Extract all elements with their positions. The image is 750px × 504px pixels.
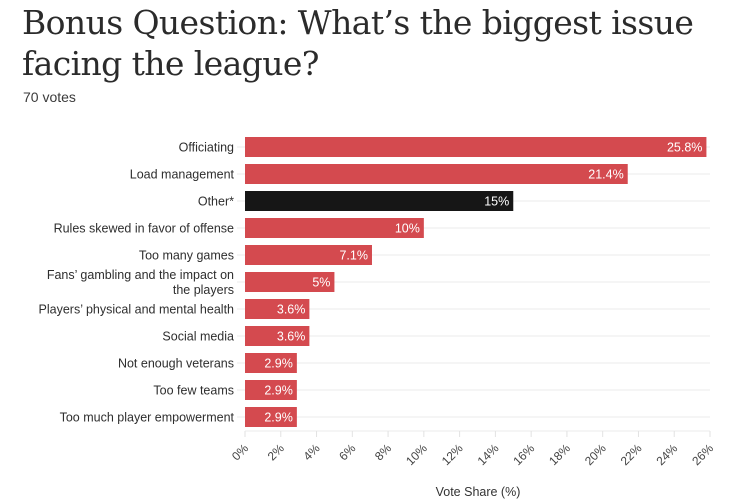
- value-label: 21.4%: [588, 168, 623, 182]
- category-label-line: the players: [173, 283, 234, 297]
- value-label: 3.6%: [277, 330, 306, 344]
- bar: [245, 299, 310, 319]
- category-label: Fans’ gambling and the impact on the play…: [47, 268, 234, 297]
- value-label: 10%: [395, 222, 420, 236]
- bar: [245, 218, 424, 238]
- value-label: 15%: [484, 195, 509, 209]
- x-tick-label: 6%: [336, 441, 358, 463]
- category-label: Too many games: [139, 249, 234, 263]
- category-label: Other*: [198, 195, 234, 209]
- value-label: 3.6%: [277, 303, 306, 317]
- x-axis: 0% 2% 4% 6% 8% 10% 12% 14% 16% 18% 20% 22% 24% 26%: [229, 430, 716, 468]
- category-label: Officiating: [179, 141, 234, 155]
- value-label: 2.9%: [264, 384, 293, 398]
- category-label-line: Not enough veterans: [118, 357, 234, 371]
- x-tick-label: 10%: [403, 441, 430, 468]
- x-tick-label: 2%: [265, 441, 287, 463]
- category-label: Rules skewed in favor of offense: [54, 222, 234, 236]
- x-tick-label: 26%: [689, 441, 716, 468]
- x-tick-label: 8%: [372, 441, 394, 463]
- x-tick-label: 20%: [582, 441, 609, 468]
- category-label: Not enough veterans: [118, 357, 234, 371]
- x-tick-label: 18%: [546, 441, 573, 468]
- bars: 25.8% 21.4% 15% 10% 7.1% 5% 3.6% 3.6% 2.9% 2.9% 2.…: [245, 137, 707, 427]
- bar: [245, 137, 707, 157]
- category-label: Social media: [162, 330, 234, 344]
- category-labels: Officiating Load management Other* Rules sk…: [39, 141, 235, 425]
- bar: [245, 272, 335, 292]
- bar: [245, 245, 372, 265]
- category-label-line: Too many games: [139, 249, 234, 263]
- category-label: Players’ physical and mental health: [39, 303, 235, 317]
- category-label: Too much player empowerment: [60, 411, 235, 425]
- bar: [245, 407, 297, 427]
- x-tick-label: 0%: [229, 441, 251, 463]
- category-label-line: Too much player empowerment: [60, 411, 235, 425]
- category-label-line: Social media: [162, 330, 234, 344]
- chart-title: Bonus Question: What’s the biggest issue…: [22, 3, 694, 83]
- x-tick-label: 16%: [510, 441, 537, 468]
- x-tick-label: 14%: [475, 441, 502, 468]
- category-label-line: Other*: [198, 195, 234, 209]
- bar: [245, 353, 297, 373]
- x-tick-label: 4%: [300, 441, 322, 463]
- value-label: 5%: [312, 276, 330, 290]
- category-label: Too few teams: [153, 384, 234, 398]
- category-label: Load management: [130, 168, 235, 182]
- category-label-line: Too few teams: [153, 384, 234, 398]
- category-label-line: Rules skewed in favor of offense: [54, 222, 234, 236]
- bar: [245, 380, 297, 400]
- bar: [245, 191, 514, 211]
- category-label-line: Fans’ gambling and the impact on: [47, 268, 234, 282]
- category-label-line: Load management: [130, 168, 235, 182]
- x-tick-label: 22%: [618, 441, 645, 468]
- category-label-line: Players’ physical and mental health: [39, 303, 235, 317]
- value-label: 7.1%: [339, 249, 368, 263]
- vote-count: 70 votes: [23, 89, 76, 105]
- value-label: 25.8%: [667, 141, 702, 155]
- bar: [245, 326, 310, 346]
- x-tick-label: 24%: [653, 441, 680, 468]
- x-tick-label: 12%: [439, 441, 466, 468]
- value-label: 2.9%: [264, 357, 293, 371]
- bar: [245, 164, 628, 184]
- value-label: 2.9%: [264, 411, 293, 425]
- x-axis-title: Vote Share (%): [436, 485, 521, 499]
- category-label-line: Officiating: [179, 141, 234, 155]
